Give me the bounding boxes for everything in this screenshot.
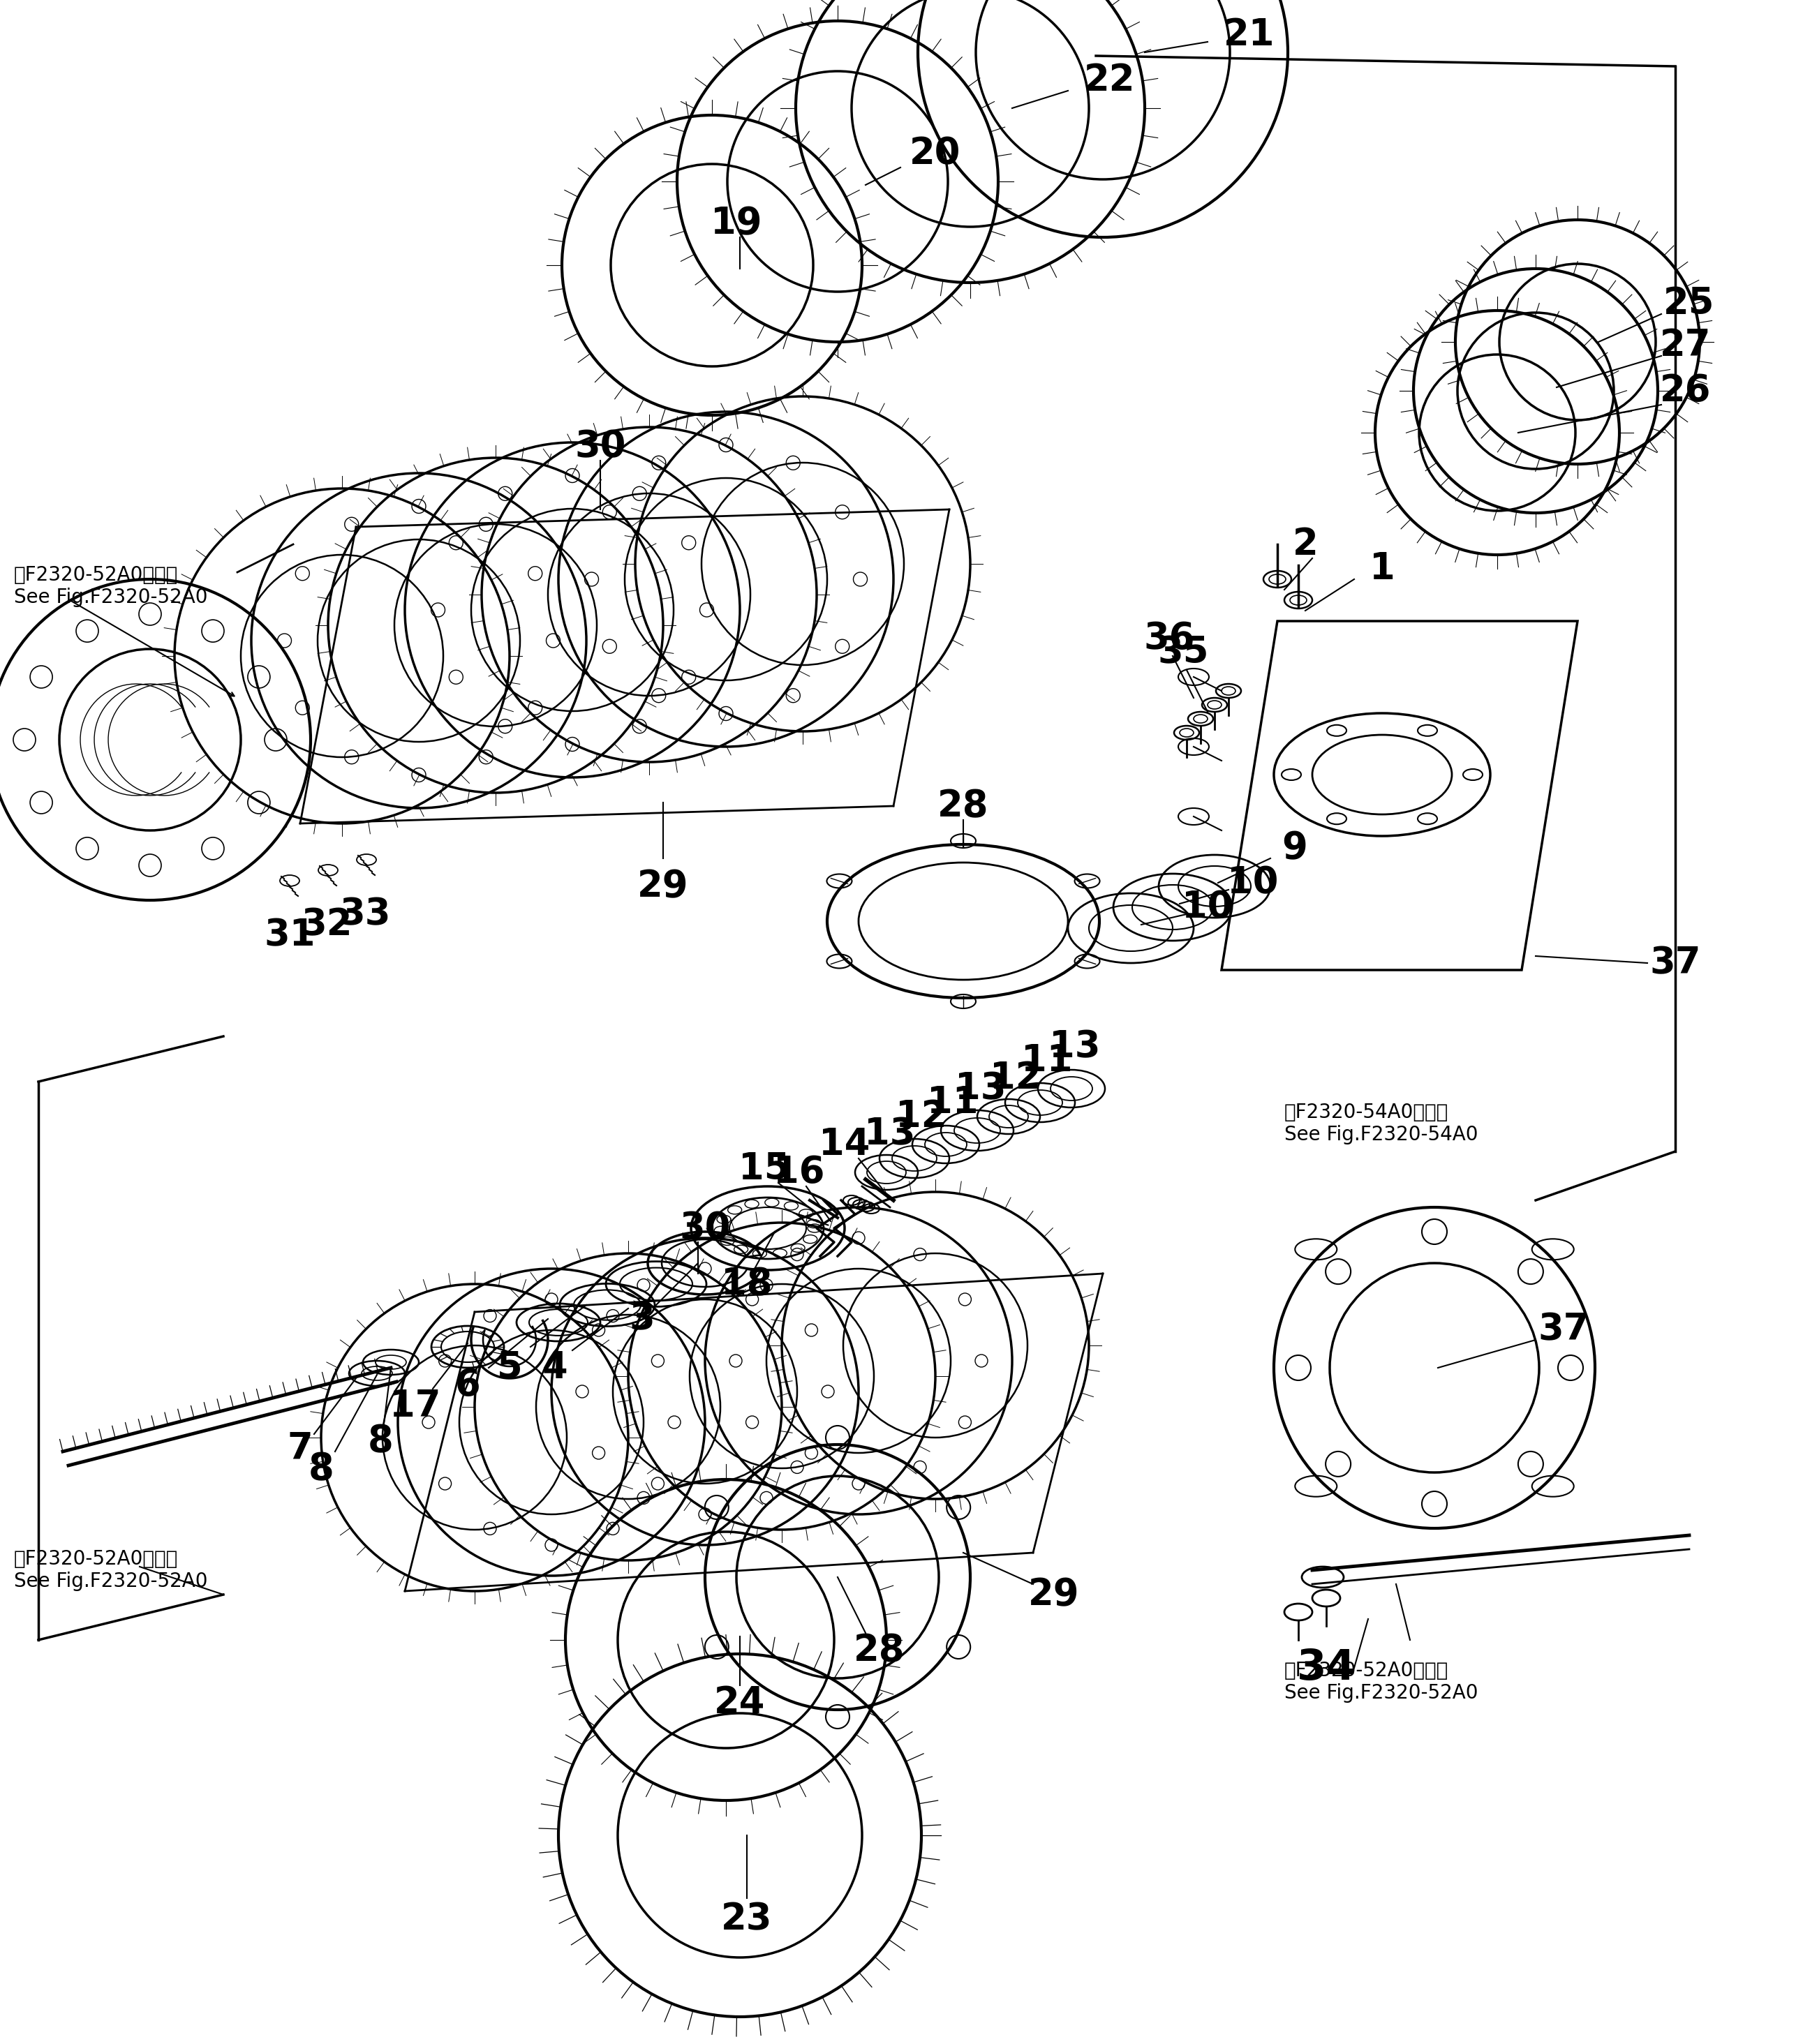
Text: 16: 16 [774, 1155, 824, 1190]
Text: 9: 9 [1282, 830, 1307, 867]
Text: 33: 33 [339, 895, 392, 932]
Text: 6: 6 [454, 1367, 481, 1404]
Text: 1: 1 [1369, 550, 1395, 587]
Text: 25: 25 [1663, 286, 1715, 321]
Text: 37: 37 [1537, 1312, 1589, 1347]
Text: 5: 5 [497, 1349, 523, 1386]
Text: 35: 35 [1158, 634, 1209, 670]
Text: 7: 7 [287, 1431, 313, 1466]
Text: 30: 30 [679, 1210, 731, 1247]
Text: 22: 22 [1085, 61, 1135, 98]
Text: 13: 13 [955, 1071, 1006, 1106]
Text: 4: 4 [542, 1349, 568, 1386]
Text: 12: 12 [990, 1061, 1042, 1096]
Text: 37: 37 [1649, 944, 1701, 981]
Text: 12: 12 [896, 1098, 946, 1134]
Text: 15: 15 [738, 1151, 790, 1188]
Text: 11: 11 [1022, 1042, 1072, 1079]
Text: 11: 11 [927, 1085, 979, 1120]
Text: 第F2320-52A0図参照
See Fig.F2320-52A0: 第F2320-52A0図参照 See Fig.F2320-52A0 [14, 1549, 208, 1592]
Text: 28: 28 [853, 1633, 905, 1668]
Text: 3: 3 [629, 1300, 656, 1337]
Text: 27: 27 [1660, 327, 1712, 364]
Text: 8: 8 [309, 1451, 334, 1488]
Text: 26: 26 [1660, 372, 1712, 409]
Text: 36: 36 [1144, 621, 1194, 656]
Text: 13: 13 [864, 1116, 916, 1153]
Text: 20: 20 [911, 135, 961, 172]
Text: 2: 2 [1293, 525, 1318, 562]
Text: 第F2320-52A0図参照
See Fig.F2320-52A0: 第F2320-52A0図参照 See Fig.F2320-52A0 [14, 566, 208, 607]
Text: 34: 34 [1297, 1647, 1356, 1688]
Text: 28: 28 [938, 787, 990, 824]
Text: 21: 21 [1223, 16, 1275, 53]
Text: 18: 18 [722, 1265, 772, 1302]
Text: 13: 13 [1049, 1028, 1101, 1065]
Text: 10: 10 [1227, 865, 1279, 901]
Text: 8: 8 [368, 1423, 393, 1459]
Text: 29: 29 [638, 869, 690, 903]
Text: 29: 29 [1029, 1576, 1079, 1613]
Text: 第F2320-54A0図参照
See Fig.F2320-54A0: 第F2320-54A0図参照 See Fig.F2320-54A0 [1284, 1102, 1478, 1145]
Text: 14: 14 [819, 1126, 871, 1163]
Text: 10: 10 [1182, 889, 1234, 926]
Text: 24: 24 [715, 1684, 765, 1721]
Text: 32: 32 [302, 905, 352, 942]
Text: 31: 31 [264, 918, 316, 953]
Text: 23: 23 [722, 1901, 772, 1938]
Text: 17: 17 [390, 1388, 442, 1425]
Text: 19: 19 [711, 204, 762, 241]
Text: 第F2320-52A0図参照
See Fig.F2320-52A0: 第F2320-52A0図参照 See Fig.F2320-52A0 [1284, 1662, 1478, 1703]
Text: 30: 30 [575, 429, 625, 464]
